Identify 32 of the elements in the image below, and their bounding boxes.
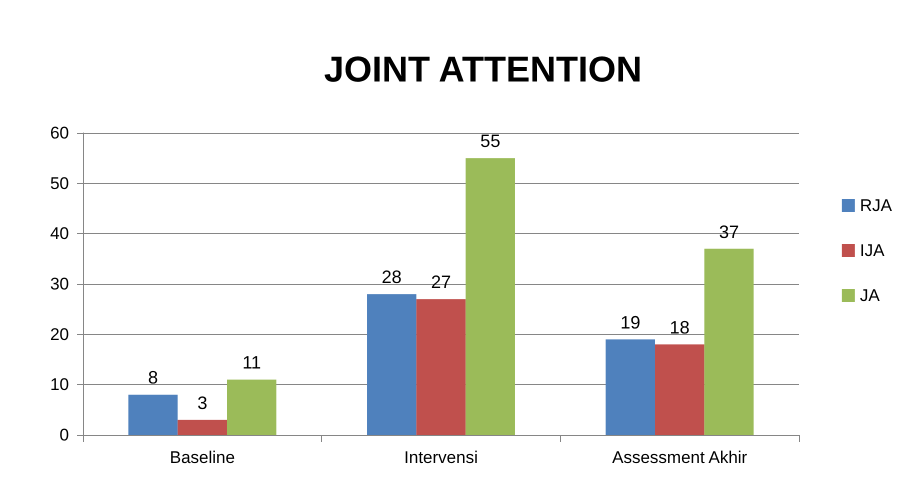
y-tick-label: 0 <box>60 426 69 444</box>
bar <box>704 248 754 435</box>
y-tick-label: 40 <box>50 224 69 244</box>
y-tick-label: 30 <box>50 274 69 294</box>
y-tick-label: 10 <box>50 375 69 394</box>
bar <box>367 294 416 435</box>
y-tick-label: 20 <box>50 324 69 344</box>
data-label: 11 <box>242 352 261 373</box>
data-label: 27 <box>430 272 452 292</box>
legend-label: RJA <box>860 196 893 215</box>
bar <box>128 394 178 435</box>
x-tick-label: Baseline <box>170 448 235 467</box>
y-tick-label: 50 <box>50 174 69 193</box>
bar <box>226 380 276 435</box>
data-label: 37 <box>718 222 740 242</box>
bar <box>606 339 656 435</box>
legend-label: IJA <box>860 241 886 260</box>
data-label: 18 <box>670 317 690 338</box>
legend-label: JA <box>860 286 880 305</box>
y-tick-label: 60 <box>50 124 69 142</box>
bar <box>466 158 515 435</box>
x-tick-label: Assessment Akhir <box>612 448 748 467</box>
data-label: 3 <box>197 392 208 413</box>
data-label: 55 <box>480 131 500 152</box>
x-tick-label: Intervensi <box>404 448 478 467</box>
bar <box>178 420 227 435</box>
bar <box>416 299 466 435</box>
chart-title: JOINT ATTENTION <box>324 48 642 90</box>
data-label: 28 <box>382 267 402 288</box>
data-label: 8 <box>148 368 158 388</box>
bar <box>655 344 704 435</box>
data-label: 19 <box>620 312 640 332</box>
